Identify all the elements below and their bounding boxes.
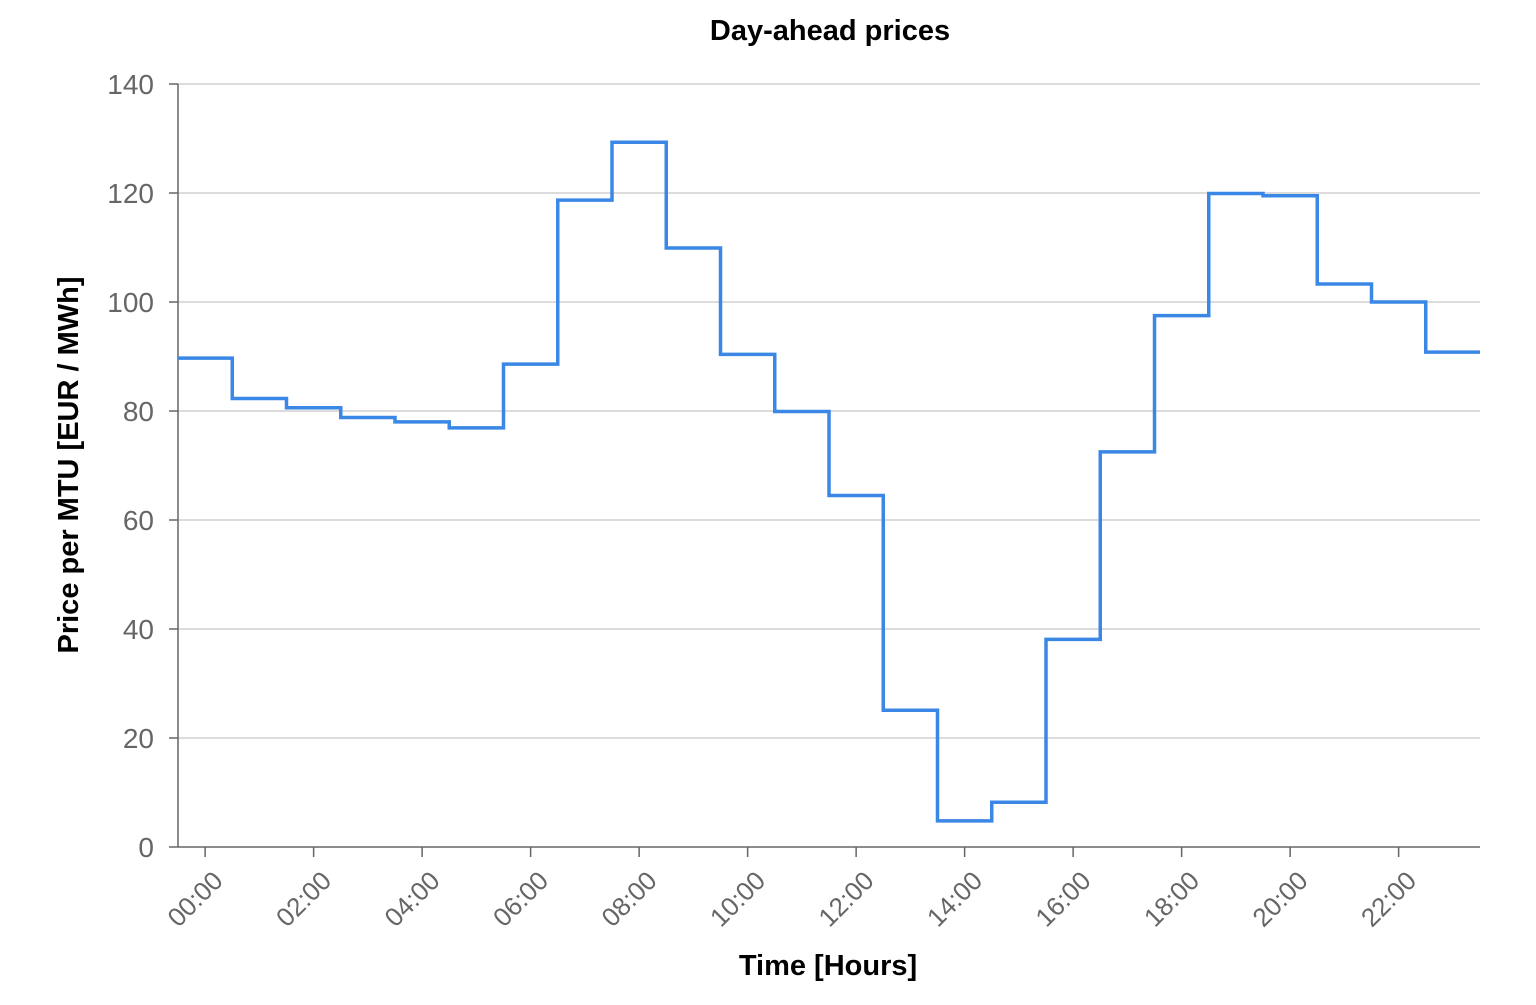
grid-lines bbox=[178, 83, 1480, 739]
x-tick-label: 00:00 bbox=[161, 865, 228, 932]
x-tick-label: 16:00 bbox=[1029, 865, 1096, 932]
x-tick-label: 02:00 bbox=[270, 865, 337, 932]
y-tick-label: 140 bbox=[107, 69, 154, 100]
series-layer bbox=[178, 140, 1480, 823]
chart-title: Day-ahead prices bbox=[710, 15, 950, 47]
y-tick-label: 120 bbox=[107, 178, 154, 209]
y-tick-label: 20 bbox=[123, 723, 154, 754]
x-tick-label: 04:00 bbox=[378, 865, 445, 932]
x-tick-labels: 00:00 02:00 04:00 06:00 08:00 10:00 12:00 14:00… bbox=[161, 865, 1422, 932]
series-line bbox=[178, 140, 1480, 823]
y-tick-labels: 0 20 40 60 80 100 120 140 bbox=[107, 69, 154, 863]
x-tick-label: 10:00 bbox=[704, 865, 771, 932]
y-tick-label: 100 bbox=[107, 287, 154, 318]
x-tick-label: 06:00 bbox=[487, 865, 554, 932]
y-axis-title: Price per MTU [EUR / MWh] bbox=[53, 276, 85, 653]
y-tick-label: 0 bbox=[138, 832, 154, 863]
x-tick-label: 20:00 bbox=[1246, 865, 1313, 932]
x-tick-label: 22:00 bbox=[1355, 865, 1422, 932]
y-tick-label: 80 bbox=[123, 396, 154, 427]
x-tick-label: 14:00 bbox=[921, 865, 988, 932]
x-axis-title: Time [Hours] bbox=[739, 950, 917, 982]
axes bbox=[169, 83, 1480, 857]
y-tick-label: 60 bbox=[123, 505, 154, 536]
x-tick-label: 18:00 bbox=[1138, 865, 1205, 932]
y-tick-label: 40 bbox=[123, 614, 154, 645]
x-tick-label: 12:00 bbox=[812, 865, 879, 932]
x-tick-label: 08:00 bbox=[595, 865, 662, 932]
